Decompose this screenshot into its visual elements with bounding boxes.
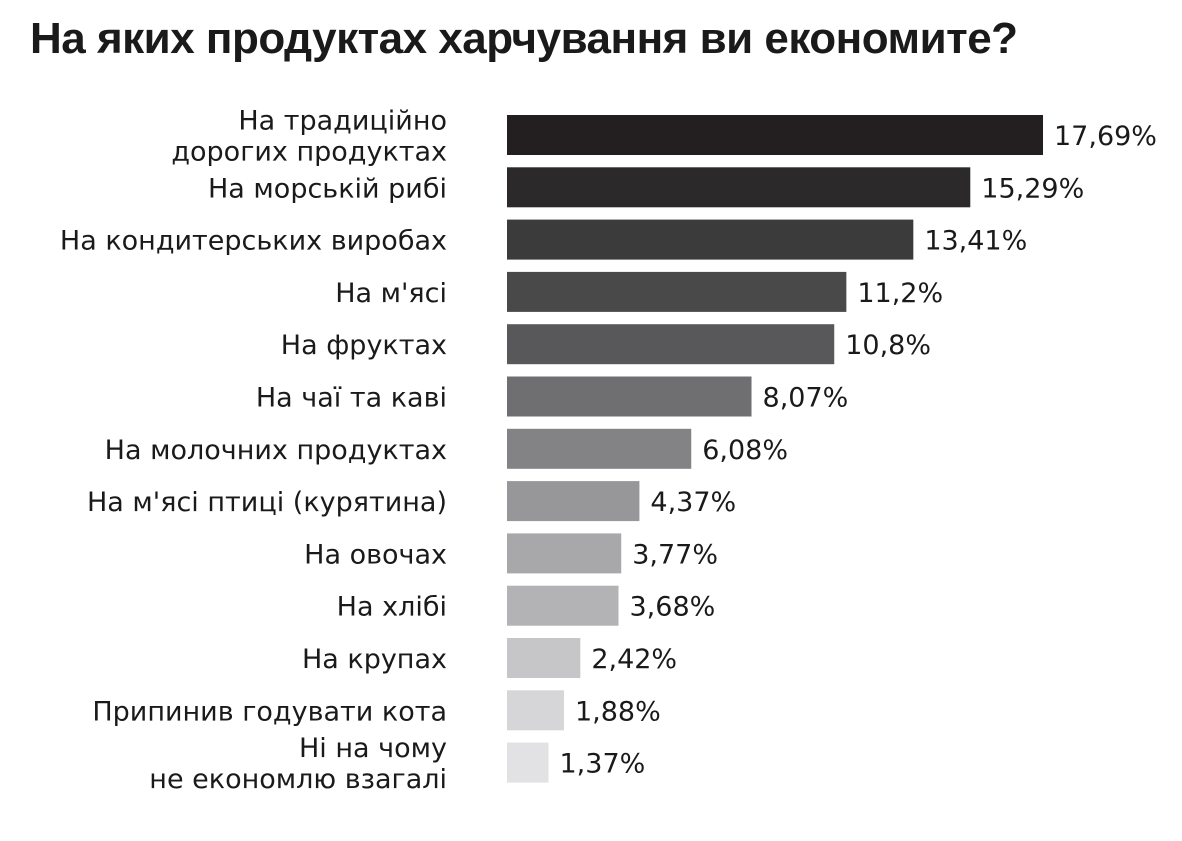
category-label: На овочах (304, 539, 447, 570)
chart-title: На яких продуктах харчування ви економит… (30, 14, 1018, 63)
bar (507, 481, 640, 522)
bar (507, 533, 622, 574)
data-label: 1,88% (575, 696, 661, 727)
bar (507, 585, 619, 626)
category-label: На крупах (302, 644, 447, 675)
category-label-line: Припинив годувати кота (92, 696, 447, 727)
category-label: Припинив годувати кота (92, 696, 447, 727)
category-label: На фруктах (281, 330, 447, 361)
data-label: 15,29% (981, 173, 1084, 204)
category-label-line: дорогих продуктах (171, 137, 447, 168)
category-label-line: не економлю взагалі (149, 764, 447, 795)
data-label: 1,37% (560, 749, 646, 780)
category-label: На морській рибі (208, 173, 447, 204)
category-label-line: На традиційно (238, 106, 447, 137)
category-label-line: На морській рибі (208, 173, 447, 204)
category-label: На чаї та каві (256, 383, 447, 414)
bar (507, 638, 581, 678)
category-label-line: На кондитерських виробах (60, 226, 447, 257)
category-label-line: На овочах (304, 539, 447, 570)
data-label: 6,08% (702, 435, 788, 466)
category-label: На м'ясі (335, 278, 447, 309)
category-label-line: На крупах (302, 644, 447, 675)
category-label: На молочних продуктах (105, 435, 447, 466)
bar (507, 271, 847, 312)
data-label: 8,07% (763, 383, 849, 414)
bar (507, 219, 914, 260)
category-label: На хлібі (337, 592, 447, 623)
bar (507, 324, 835, 365)
bar (507, 690, 564, 731)
category-label-line: На молочних продуктах (105, 435, 447, 466)
data-label: 3,68% (630, 592, 716, 623)
data-label: 10,8% (845, 330, 931, 361)
category-label-line: На м'ясі птиці (курятина) (87, 487, 447, 518)
category-label: На кондитерських виробах (60, 226, 447, 257)
bar (507, 376, 752, 417)
category-label: На м'ясі птиці (курятина) (87, 487, 447, 518)
data-label: 11,2% (857, 278, 943, 309)
category-label: Ні на чому не економлю взагалі (149, 733, 447, 795)
bar (507, 115, 1044, 155)
data-label: 17,69% (1054, 121, 1157, 152)
data-label: 3,77% (632, 539, 718, 570)
data-label: 4,37% (650, 487, 736, 518)
bar (507, 428, 692, 469)
category-label-line: На хлібі (337, 592, 447, 623)
data-label: 2,42% (591, 644, 677, 675)
bar (507, 167, 971, 208)
data-label: 13,41% (924, 226, 1027, 257)
category-label-line: На фруктах (281, 330, 447, 361)
category-label-line: На чаї та каві (256, 383, 447, 414)
bar (507, 742, 549, 783)
category-label: На традиційно дорогих продуктах (171, 106, 447, 168)
category-label-line: На м'ясі (335, 278, 447, 309)
category-label-line: Ні на чому (299, 733, 447, 764)
